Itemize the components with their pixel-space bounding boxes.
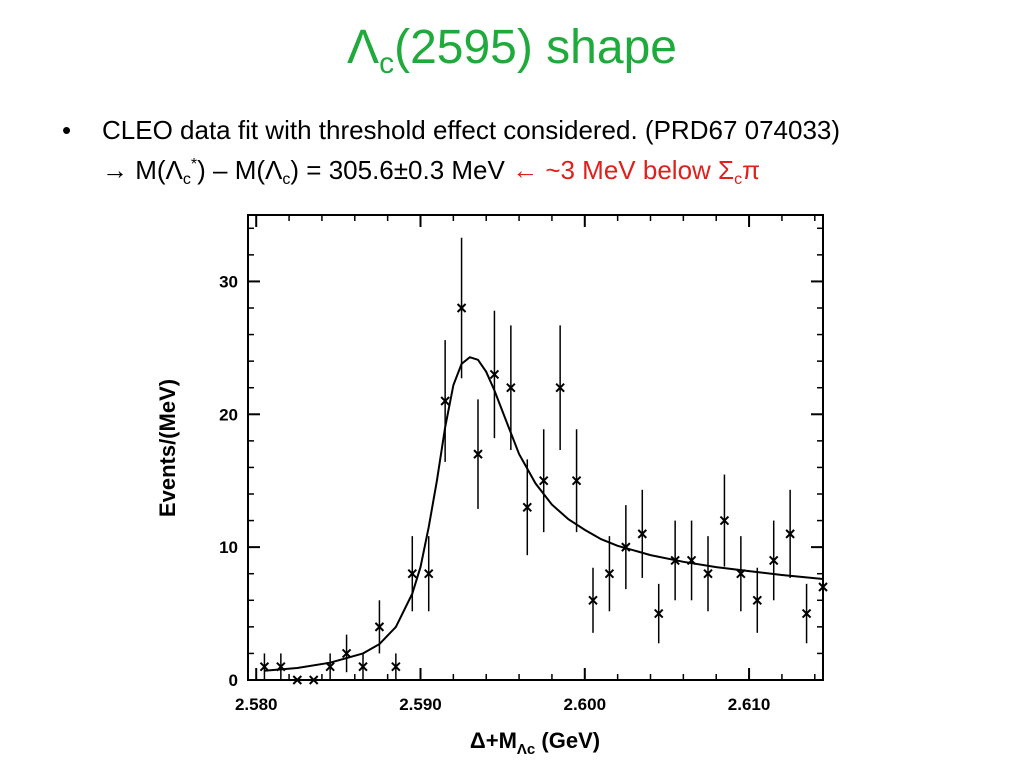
x-axis-label-unit: (GeV) (535, 728, 600, 753)
bullet-dot-icon: • (62, 115, 72, 145)
plot-frame (247, 214, 824, 681)
data-point (736, 569, 746, 579)
chart-figure: 2.580 2.590 2.600 2.610 0 10 20 30 Events/(MeV)… (140, 205, 840, 765)
data-point (341, 648, 352, 659)
y-tick-label: 30 (219, 272, 238, 291)
x-axis-label-main: Δ+M (470, 728, 517, 753)
data-point (769, 555, 779, 566)
data-point (539, 476, 549, 486)
plot-marks (259, 237, 828, 685)
data-point (424, 569, 434, 579)
arrow-right-icon: → (102, 155, 128, 185)
axis-ticks: 2.580 2.590 2.600 2.610 0 10 20 30 (219, 215, 823, 714)
data-point (637, 529, 647, 539)
x-axis-label-sub: Λc (517, 741, 535, 758)
data-point (719, 515, 730, 526)
x-tick-label: 2.610 (728, 695, 771, 714)
bullet-line-2: → M(Λc*) – M(Λc) = 305.6±0.3 MeV ← ~3 Me… (102, 150, 760, 190)
data-point (407, 569, 417, 579)
data-point (555, 383, 565, 393)
note-text: ~3 MeV below Σ (538, 155, 735, 185)
data-point (391, 662, 401, 672)
data-point (473, 449, 483, 459)
data-point (604, 569, 615, 579)
equation-sub-2: c (282, 171, 291, 188)
data-point (522, 502, 532, 512)
x-tick-label: 2.590 (399, 695, 442, 714)
data-point (670, 555, 680, 566)
y-tick-label: 0 (229, 671, 238, 690)
note-pi: π (742, 155, 761, 185)
data-point (588, 595, 598, 605)
title-rest: (2595) shape (394, 21, 677, 74)
data-point (571, 476, 582, 486)
data-point (703, 569, 713, 579)
arrow-left-icon: ← (512, 155, 539, 185)
title-subscript: c (379, 47, 395, 80)
y-tick-label: 10 (219, 538, 238, 557)
data-point (752, 595, 762, 605)
equation-sub-1: c (182, 171, 191, 188)
data-point (489, 369, 500, 380)
data-point (785, 529, 795, 539)
data-point (276, 662, 286, 672)
title-lambda: Λ (347, 21, 380, 74)
fit-curve (264, 356, 824, 672)
data-point (374, 622, 385, 632)
data-point (358, 662, 368, 672)
y-axis-label: Events/(MeV) (155, 379, 180, 517)
data-point (686, 555, 697, 566)
data-point (456, 303, 467, 313)
data-point (440, 396, 450, 406)
x-axis-label: Δ+MΛc (GeV) (470, 728, 600, 758)
data-point (801, 608, 812, 619)
data-point (259, 662, 270, 672)
slide-title: Λc(2595) shape (0, 18, 1024, 80)
data-point (325, 662, 335, 672)
equation-value: ) = 305.6±0.3 MeV (290, 155, 505, 185)
equation-part-1: M(Λ (135, 155, 183, 185)
data-point (654, 608, 664, 619)
note-sub: c (734, 171, 743, 188)
equation-sup-1: * (190, 156, 198, 173)
x-tick-label: 2.600 (564, 695, 607, 714)
y-tick-label: 20 (219, 405, 238, 424)
chart-svg: 2.580 2.590 2.600 2.610 0 10 20 30 Events/(MeV)… (155, 214, 828, 758)
data-point (506, 383, 516, 393)
equation-part-2: ) – M(Λ (197, 155, 283, 185)
bullet-line-1: CLEO data fit with threshold effect cons… (102, 115, 841, 145)
data-point (621, 542, 631, 552)
x-tick-label: 2.580 (235, 695, 278, 714)
